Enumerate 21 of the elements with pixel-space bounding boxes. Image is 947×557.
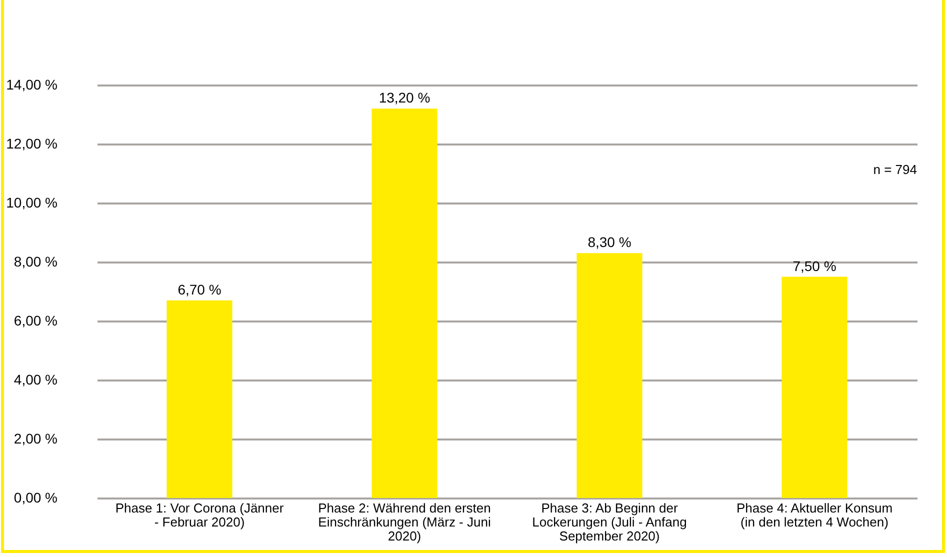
data-label: 7,50 % [792, 258, 836, 274]
data-label: 6,70 % [178, 281, 222, 298]
x-tick-label: Phase 3: Ab Beginn der Lockerungen (Juli - Anfang September 2020) [532, 500, 687, 544]
x-tick-label: Phase 2: Während den ersten Einschränkungen (März - Juni 2020) [318, 500, 491, 544]
bar [576, 253, 642, 498]
y-tick-label: 8,00 % [14, 254, 58, 270]
y-tick-label: 6,00 % [14, 312, 58, 328]
bar [372, 108, 438, 498]
y-tick-label: 12,00 % [6, 136, 58, 152]
bar [166, 300, 232, 498]
y-tick-label: 2,00 % [14, 430, 58, 446]
x-tick-label: Phase 1: Vor Corona (Jänner - Februar 2020) [115, 500, 284, 530]
y-tick-label: 14,00 % [6, 76, 58, 92]
bar [782, 276, 848, 498]
y-tick-label: 0,00 % [14, 490, 58, 506]
annotation: n = 794 [873, 162, 917, 177]
data-label: 13,20 % [378, 90, 430, 106]
y-tick-label: 10,00 % [6, 194, 58, 210]
x-tick-label: Phase 4: Aktueller Konsum (in den letzten 4 Wochen) [736, 500, 893, 530]
data-label: 8,30 % [588, 234, 632, 250]
y-tick-label: 4,00 % [14, 372, 58, 388]
